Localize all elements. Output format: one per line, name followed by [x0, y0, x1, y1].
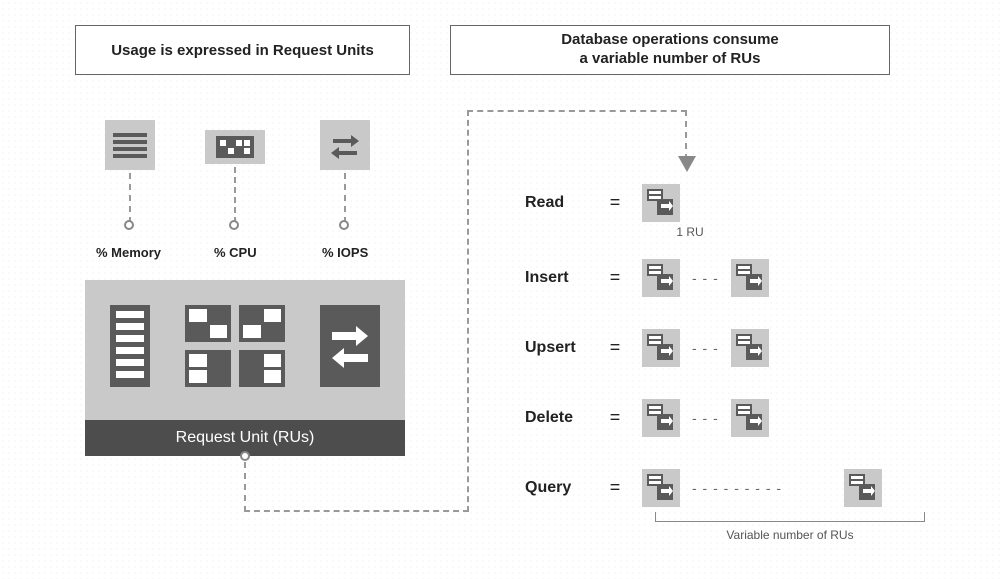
ru-box — [85, 280, 405, 420]
equals-icon: = — [600, 192, 630, 213]
op-label-query: Query — [525, 479, 600, 497]
ru-token-icon — [642, 399, 680, 437]
iops-small-icon — [320, 120, 370, 170]
op-row-query: Query = - - - - - - - - - — [525, 465, 894, 510]
memory-label: % Memory — [96, 245, 161, 260]
equals-icon: = — [600, 477, 630, 498]
arrow-down-icon — [678, 156, 696, 172]
equals-icon: = — [600, 267, 630, 288]
right-title-line2: a variable number of RUs — [580, 50, 761, 69]
ru-token-icon — [731, 259, 769, 297]
op-label-upsert: Upsert — [525, 339, 600, 357]
ru-token-icon — [642, 259, 680, 297]
dash: - - - — [692, 340, 719, 356]
footer-caption: Variable number of RUs — [655, 528, 925, 542]
op-row-delete: Delete = - - - — [525, 395, 781, 440]
dash: - - - — [692, 270, 719, 286]
ru-output-node — [240, 451, 250, 461]
op-label-insert: Insert — [525, 269, 600, 287]
ru-label: Request Unit (RUs) — [176, 429, 315, 447]
cpu-label: % CPU — [214, 245, 257, 260]
connector-memory — [129, 173, 131, 223]
op-label-delete: Delete — [525, 409, 600, 427]
connector-iops — [344, 173, 346, 223]
dash: - - - - - - - - - — [692, 480, 832, 496]
op-row-read: Read = — [525, 180, 692, 225]
ru-token-icon — [642, 329, 680, 367]
dash: - - - — [692, 410, 719, 426]
equals-icon: = — [600, 407, 630, 428]
ru-token-icon — [731, 329, 769, 367]
memory-small-icon — [105, 120, 155, 170]
cpu-large-icon — [185, 305, 285, 387]
memory-large-icon — [110, 305, 150, 387]
iops-large-icon — [320, 305, 380, 387]
read-caption: 1 RU — [670, 225, 710, 239]
op-label-read: Read — [525, 194, 600, 212]
right-title-line1: Database operations consume — [561, 31, 779, 50]
equals-icon: = — [600, 337, 630, 358]
iops-label: % IOPS — [322, 245, 368, 260]
query-bracket — [655, 512, 925, 522]
cpu-node — [229, 220, 239, 230]
ru-token-icon — [642, 469, 680, 507]
connector-cpu — [234, 167, 236, 223]
ru-token-icon — [642, 184, 680, 222]
left-title: Usage is expressed in Request Units — [111, 42, 374, 59]
memory-node — [124, 220, 134, 230]
op-row-upsert: Upsert = - - - — [525, 325, 781, 370]
left-title-box: Usage is expressed in Request Units — [75, 25, 410, 75]
op-row-insert: Insert = - - - — [525, 255, 781, 300]
cpu-small-icon — [205, 130, 265, 164]
ru-token-icon — [731, 399, 769, 437]
right-title-box: Database operations consume a variable n… — [450, 25, 890, 75]
ru-token-icon — [844, 469, 882, 507]
iops-node — [339, 220, 349, 230]
